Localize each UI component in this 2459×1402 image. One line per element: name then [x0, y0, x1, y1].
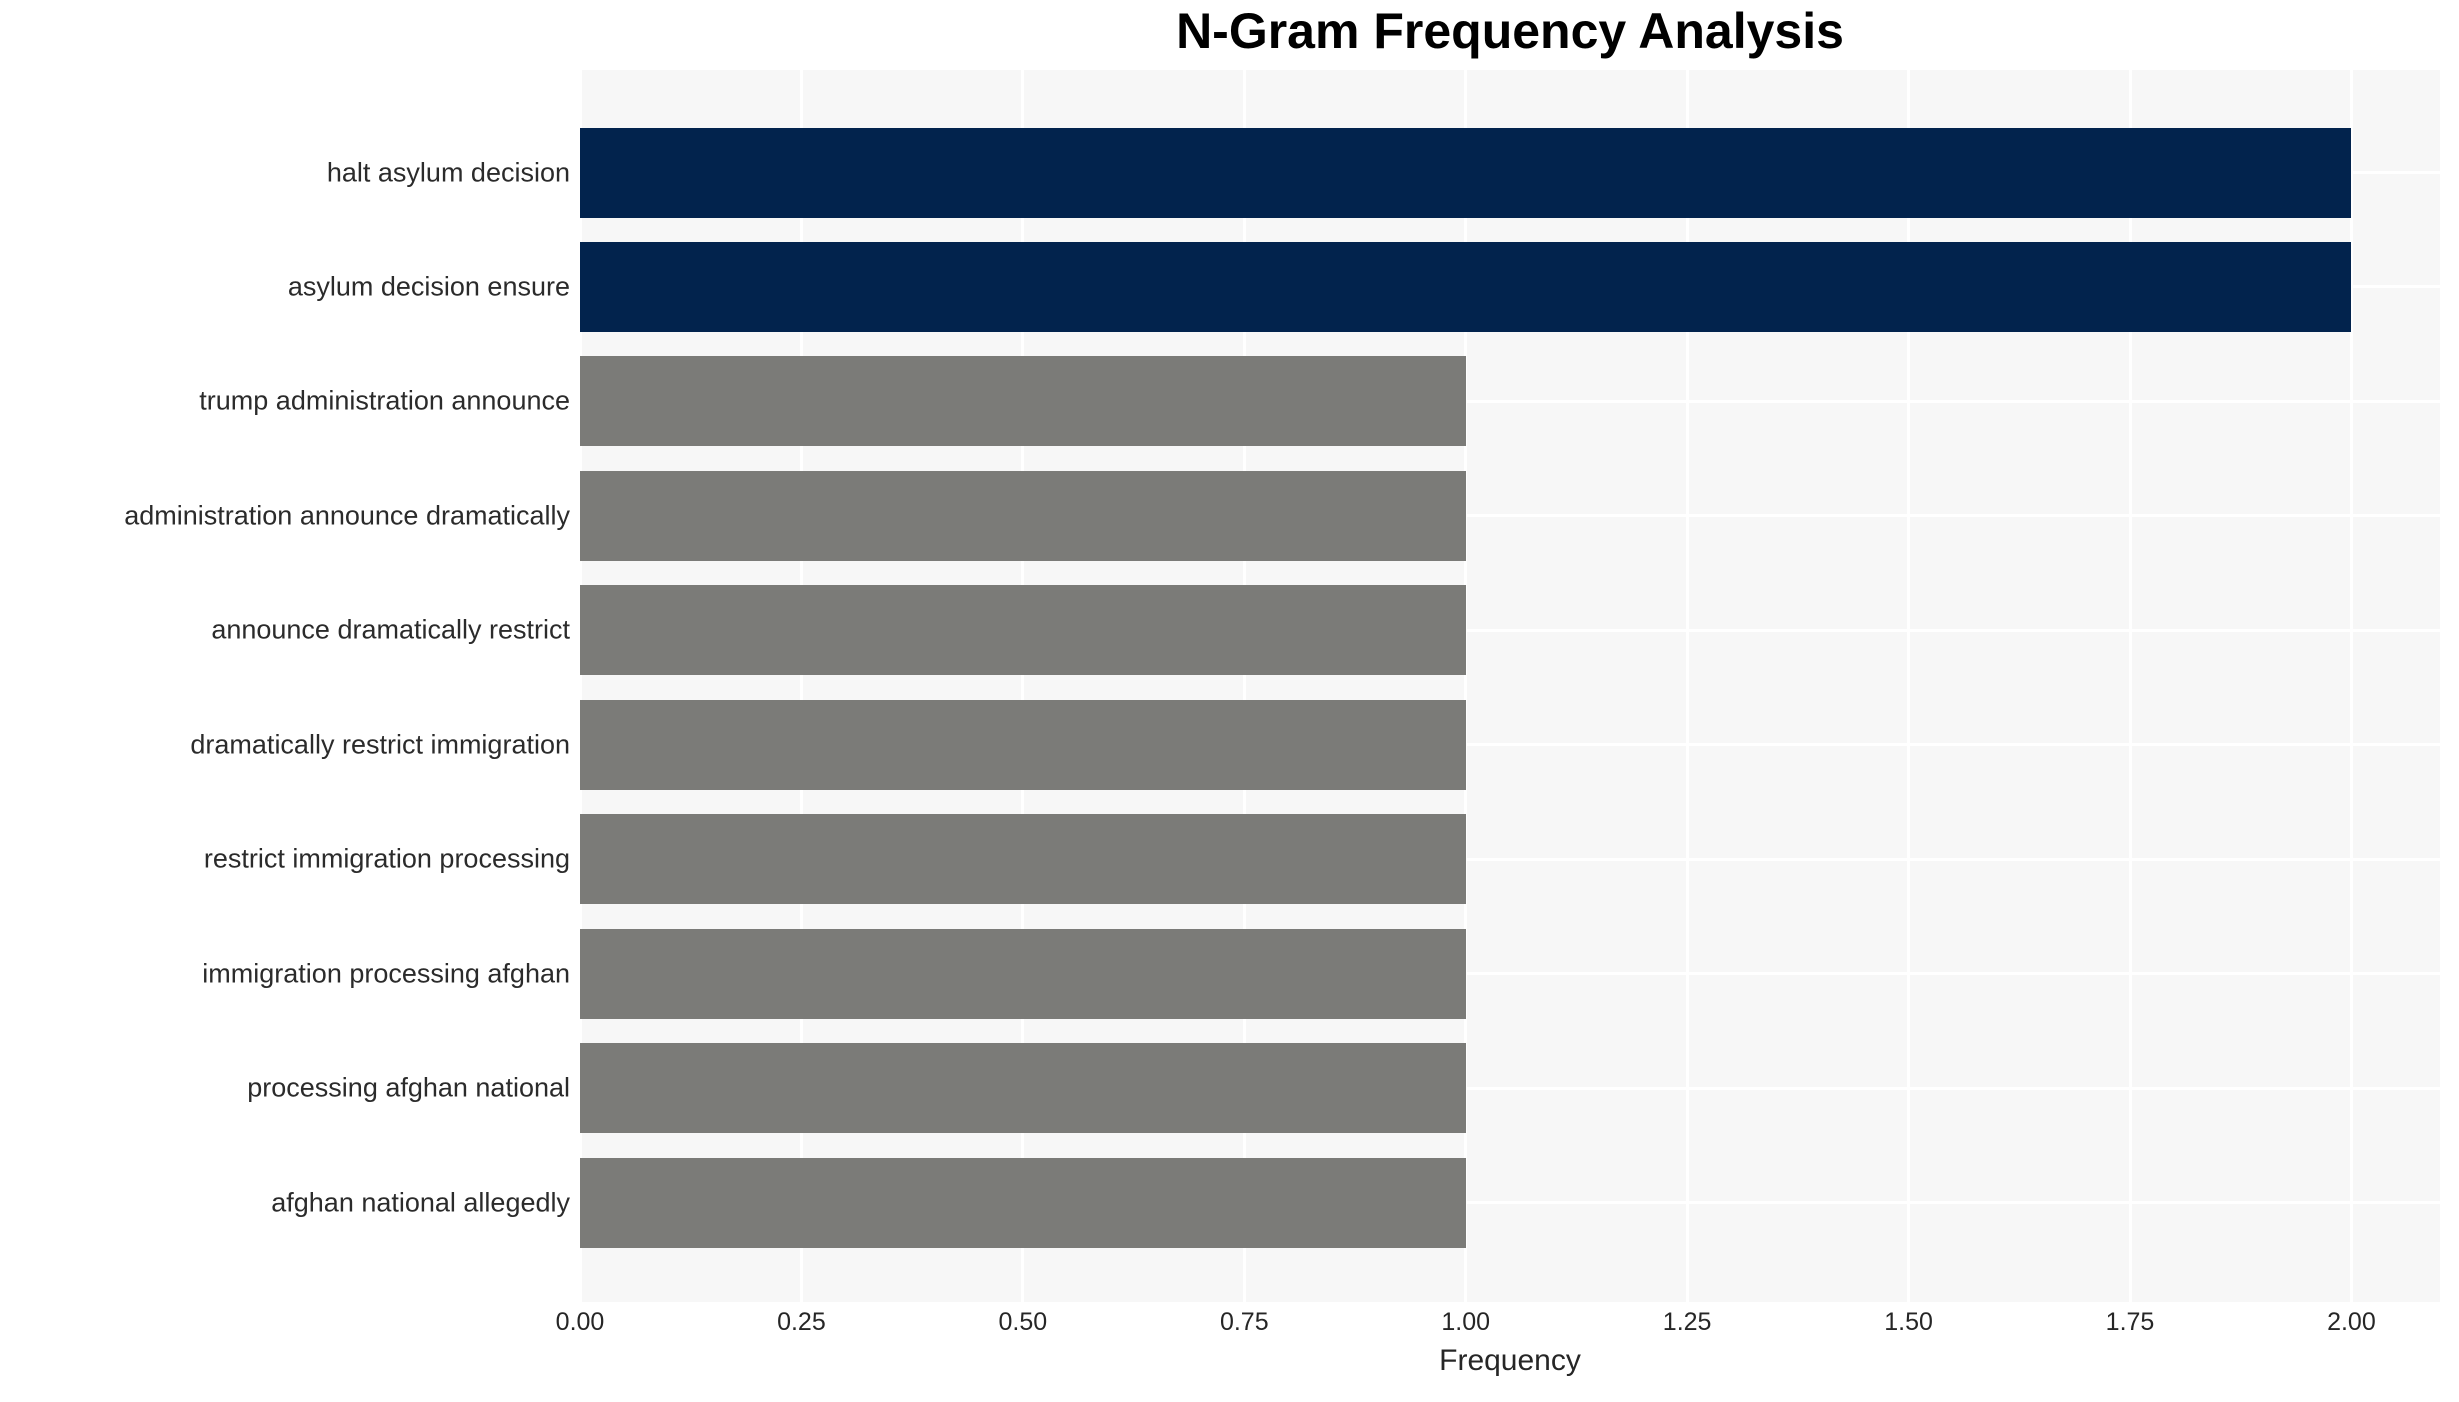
bar-trump-administration-announce: [580, 356, 1466, 447]
bar-afghan-national-allegedly: [580, 1157, 1466, 1248]
y-tick-label: processing afghan national: [247, 1072, 570, 1103]
bar-announce-dramatically-restrict: [580, 585, 1466, 676]
bar-halt-asylum-decision: [580, 127, 2352, 218]
x-tick-label: 0.75: [1219, 1308, 1269, 1336]
gridline-horizontal: [580, 514, 2440, 518]
gridline-horizontal: [580, 857, 2440, 861]
x-tick-label: 0.50: [998, 1308, 1048, 1336]
y-tick-label: immigration processing afghan: [202, 958, 570, 989]
gridline-vertical-1.75: [2128, 70, 2132, 1302]
chart-title: N-Gram Frequency Analysis: [1176, 3, 1844, 59]
y-tick-label: asylum decision ensure: [287, 271, 570, 302]
y-tick-label: dramatically restrict immigration: [190, 729, 570, 760]
y-tick-label: announce dramatically restrict: [211, 614, 570, 645]
gridline-horizontal: [580, 628, 2440, 632]
y-tick-label: trump administration announce: [199, 385, 570, 416]
x-tick-label: 1.50: [1884, 1308, 1933, 1336]
y-tick-label: afghan national allegedly: [271, 1187, 570, 1218]
gridline-vertical-0.75: [1242, 70, 1246, 1302]
gridline-vertical-0.25: [799, 70, 803, 1302]
x-tick-label: 1.25: [1662, 1308, 1712, 1336]
plot-area: [580, 70, 2440, 1302]
x-tick-label: 0.25: [777, 1308, 826, 1336]
x-tick-label: 1.75: [2105, 1308, 2155, 1336]
bar-asylum-decision-ensure: [580, 241, 2352, 332]
gridline-vertical-0.00: [580, 70, 582, 1302]
x-tick-label: 1.00: [1441, 1308, 1491, 1336]
gridline-horizontal: [580, 399, 2440, 403]
x-tick-label: 2.00: [2327, 1308, 2376, 1336]
gridline-horizontal: [580, 1086, 2440, 1090]
y-tick-label: restrict immigration processing: [203, 843, 570, 874]
gridline-horizontal: [580, 1201, 2440, 1205]
gridline-vertical-1.25: [1685, 70, 1689, 1302]
gridline-horizontal: [580, 743, 2440, 747]
gridline-vertical-1.50: [1907, 70, 1911, 1302]
bar-restrict-immigration-processing: [580, 814, 1466, 905]
y-tick-label: halt asylum decision: [326, 157, 570, 187]
gridline-horizontal: [580, 972, 2440, 976]
x-axis-label: Frequency: [1439, 1344, 1581, 1377]
x-tick-label: 0.00: [555, 1308, 605, 1336]
y-tick-label: administration announce dramatically: [124, 500, 570, 531]
bar-dramatically-restrict-immigration: [580, 699, 1466, 790]
bar-immigration-processing-afghan: [580, 928, 1466, 1019]
bar-processing-afghan-national: [580, 1043, 1466, 1134]
gridline-vertical-1.00: [1464, 70, 1468, 1302]
gridline-vertical-2.00: [2349, 70, 2353, 1302]
gridline-vertical-0.50: [1021, 70, 1025, 1302]
bar-administration-announce-dramatically: [580, 470, 1466, 561]
